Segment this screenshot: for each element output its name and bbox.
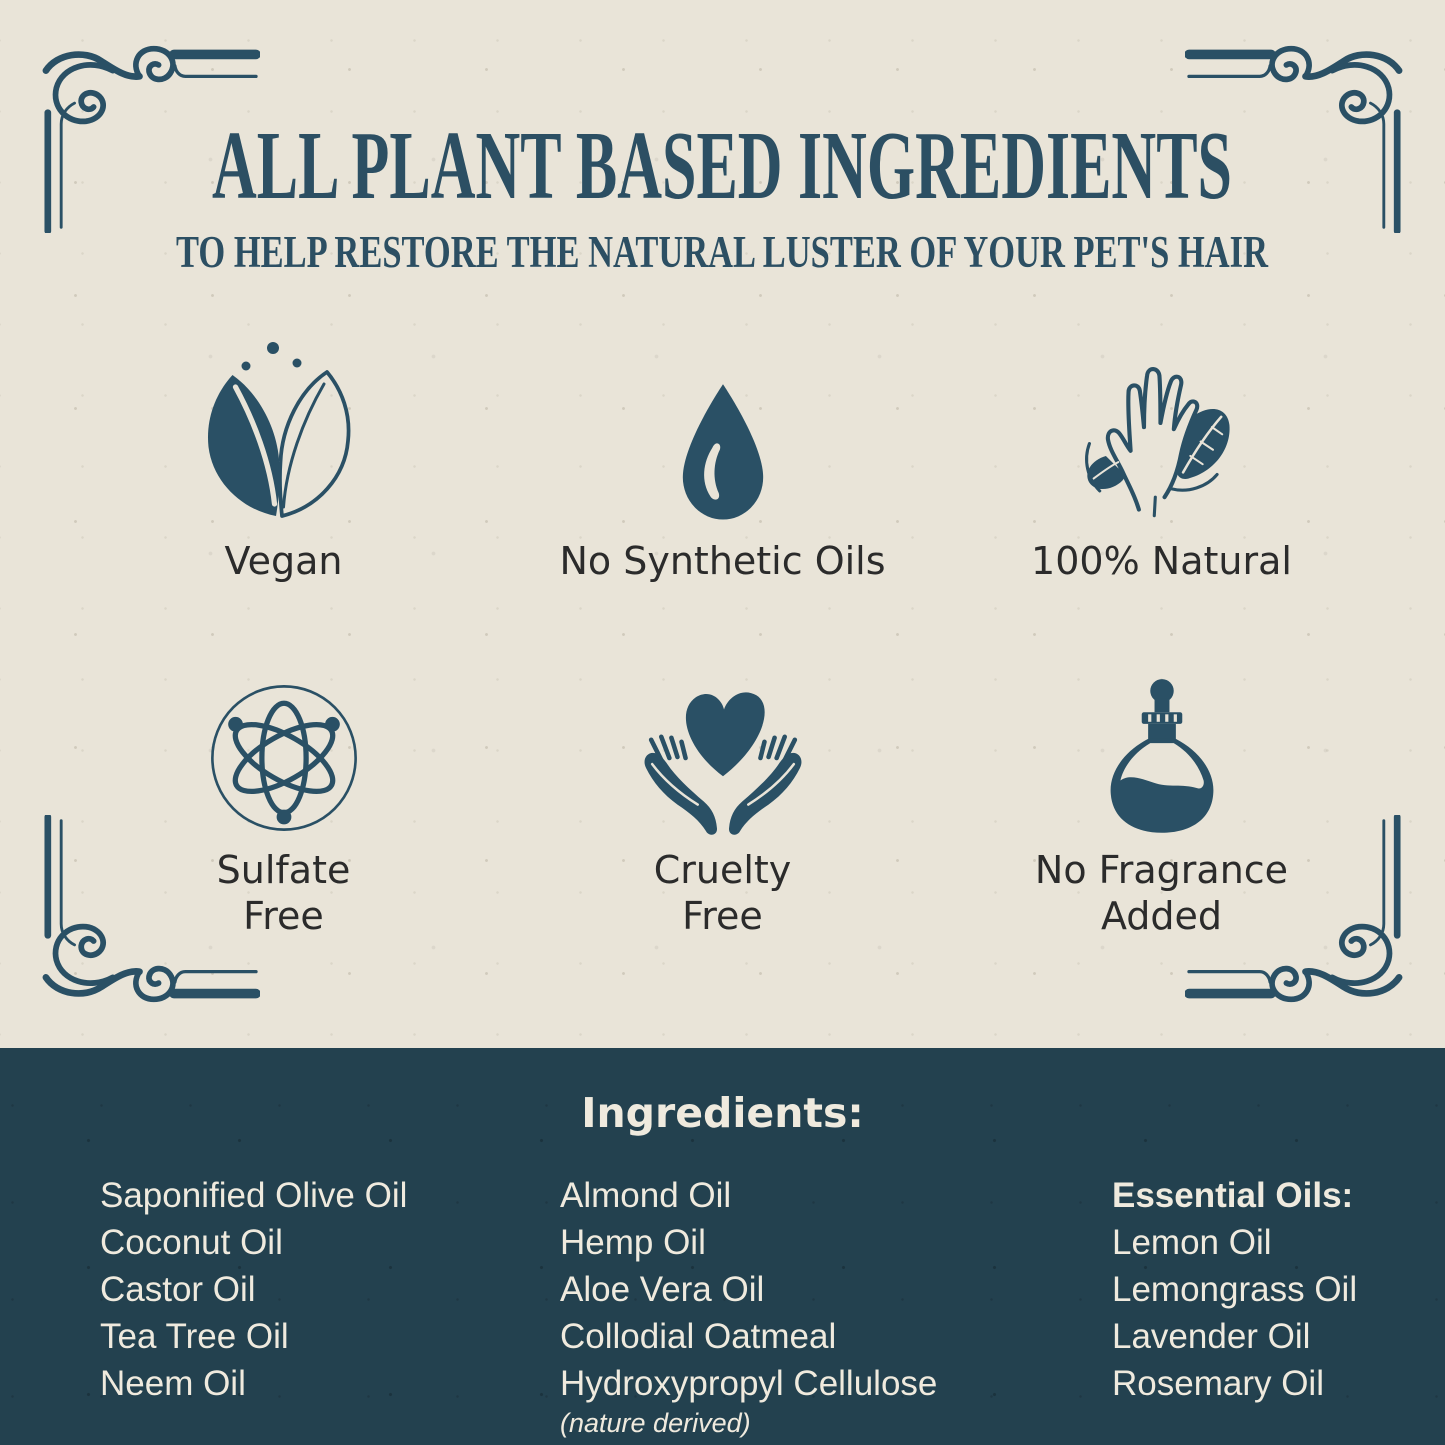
corner-flourish-top-right (1185, 45, 1403, 233)
feature-no-synthetic-oils: No Synthetic Oils (506, 328, 939, 584)
ingredient-item: Castor Oil (100, 1270, 256, 1309)
ingredient-item: Tea Tree Oil (100, 1317, 289, 1356)
ingredient-item: Coconut Oil (100, 1223, 283, 1262)
essential-oils-title: Essential Oils: (1112, 1176, 1354, 1215)
atom-icon (205, 645, 363, 837)
ingredient-item: Lavender Oil (1112, 1317, 1311, 1356)
page-title: ALL PLANT BASED INGREDIENTS (212, 116, 1232, 219)
ingredient-item: Lemon Oil (1112, 1223, 1272, 1262)
perfume-bottle-icon (1098, 645, 1226, 837)
ingredient-item: Hemp Oil (560, 1223, 706, 1262)
ingredients-heading: Ingredients: (581, 1089, 864, 1137)
water-drop-icon (670, 328, 776, 528)
feature-label: 100% Natural (1031, 539, 1292, 583)
feature-cruelty-free: Cruelty Free (506, 645, 939, 939)
ingredient-item: Hydroxypropyl Cellulose (560, 1364, 938, 1403)
ingredient-item: Rosemary Oil (1112, 1364, 1324, 1403)
feature-100-natural: 100% Natural (945, 328, 1378, 584)
ingredients-panel: Ingredients: Saponified Olive Oil Coconu… (0, 1048, 1445, 1445)
feature-row-1: Vegan No Synthetic Oils (67, 328, 1378, 584)
ingredient-item: Saponified Olive Oil (100, 1176, 408, 1215)
feature-label: No Fragrance Added (1034, 848, 1289, 938)
essential-oils-list: Lemon Oil Lemongrass Oil Lavender Oil Ro… (1112, 1219, 1357, 1407)
feature-label: Cruelty Free (653, 848, 792, 938)
ingredient-item: Lemongrass Oil (1112, 1270, 1358, 1309)
ingredients-column-1: Saponified Olive Oil Coconut Oil Castor … (100, 1172, 407, 1407)
ingredient-note: (nature derived) (560, 1408, 751, 1438)
corner-flourish-bottom-right (1185, 815, 1403, 1003)
title-banner: ALL PLANT BASED INGREDIENTS (212, 116, 1232, 219)
ingredients-column-2: Almond Oil Hemp Oil Aloe Vera Oil Collod… (560, 1172, 937, 1439)
corner-flourish-top-left (42, 45, 260, 233)
hand-leaves-icon (1077, 328, 1247, 528)
ingredient-item: Collodial Oatmeal (560, 1317, 837, 1356)
page-subtitle: TO HELP RESTORE THE NATURAL LUSTER OF YO… (176, 227, 1268, 277)
feature-row-2: Sulfate Free Cruelty Free (67, 645, 1378, 939)
feature-label: Sulfate Free (216, 848, 351, 938)
feature-vegan: Vegan (67, 328, 500, 584)
top-panel: ALL PLANT BASED INGREDIENTS TO HELP REST… (0, 0, 1445, 1051)
ingredient-item: Aloe Vera Oil (560, 1270, 765, 1309)
ingredient-item: Almond Oil (560, 1176, 732, 1215)
ingredients-column-3: Essential Oils: Lemon Oil Lemongrass Oil… (1112, 1172, 1357, 1407)
ingredient-item: Neem Oil (100, 1364, 246, 1403)
heart-hands-icon (637, 645, 809, 837)
subtitle-banner: TO HELP RESTORE THE NATURAL LUSTER OF YO… (176, 227, 1268, 277)
leaves-icon (186, 328, 381, 528)
feature-no-fragrance: No Fragrance Added (945, 645, 1378, 939)
feature-label: No Synthetic Oils (559, 539, 886, 583)
corner-flourish-bottom-left (42, 815, 260, 1003)
feature-sulfate-free: Sulfate Free (67, 645, 500, 939)
feature-label: Vegan (224, 539, 343, 583)
